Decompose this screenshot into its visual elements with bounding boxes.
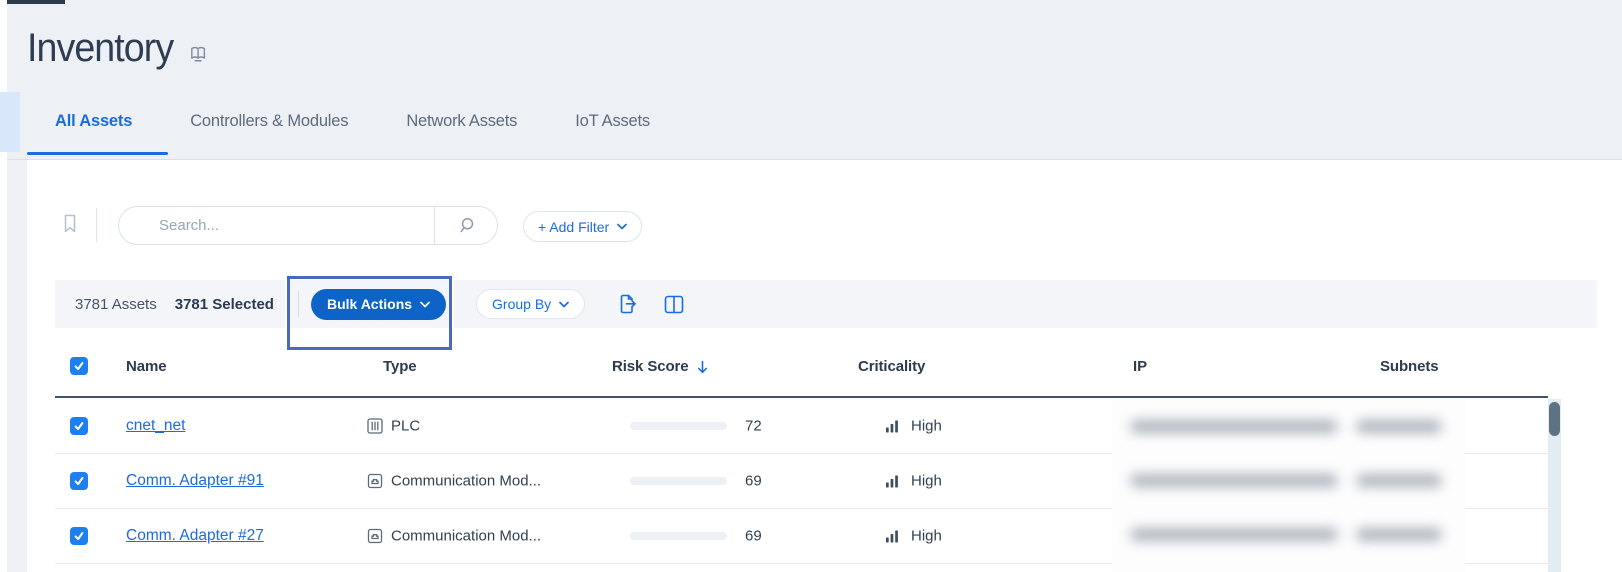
search-box — [118, 206, 498, 245]
redacted-ip — [1130, 420, 1338, 433]
group-by-button[interactable]: Group By — [476, 289, 586, 319]
asset-type: Communication Mod... — [391, 527, 542, 545]
magnifier-icon — [457, 216, 476, 235]
top-band — [7, 0, 1622, 160]
chevron-down-icon — [617, 223, 628, 230]
tab-bar: All Assets Controllers & Modules Network… — [55, 112, 650, 131]
risk-score-value: 72 — [745, 417, 762, 435]
redacted-columns-overlay — [1112, 399, 1465, 572]
row-checkbox[interactable] — [70, 472, 88, 490]
select-all-checkbox[interactable] — [70, 357, 88, 375]
asset-type: PLC — [391, 417, 421, 435]
page-title-text: Inventory — [27, 26, 174, 70]
tab-controllers-modules[interactable]: Controllers & Modules — [190, 112, 349, 130]
export-file-icon — [617, 293, 638, 315]
plc-icon — [366, 417, 384, 435]
criticality-value: High — [911, 527, 942, 545]
redacted-subnets — [1356, 420, 1442, 433]
comm-module-icon — [366, 472, 384, 490]
table-header: Name Type Risk Score Criticality IP Subn… — [55, 337, 1548, 398]
column-header-criticality[interactable]: Criticality — [858, 358, 926, 375]
risk-score-bar — [630, 477, 727, 485]
selected-count: 3781 Selected — [174, 295, 274, 313]
export-button[interactable] — [617, 293, 638, 315]
search-input[interactable] — [119, 207, 434, 244]
chevron-down-icon — [559, 301, 570, 308]
criticality-bars-icon — [885, 528, 900, 544]
row-checkbox[interactable] — [70, 417, 88, 435]
divider — [297, 291, 299, 317]
redacted-subnets — [1356, 474, 1442, 487]
vertical-scrollbar-track[interactable] — [1548, 399, 1561, 572]
bulk-actions-label: Bulk Actions — [326, 296, 413, 312]
asset-name-link[interactable]: Comm. Adapter #91 — [126, 472, 264, 489]
asset-type: Communication Mod... — [391, 472, 542, 490]
column-settings-button[interactable] — [664, 295, 684, 314]
left-rail — [7, 160, 27, 572]
add-filter-button[interactable]: + Add Filter — [523, 211, 643, 242]
saved-filters-button[interactable] — [58, 210, 82, 238]
vertical-scrollbar-thumb[interactable] — [1549, 402, 1560, 436]
asset-name-link[interactable]: cnet_net — [126, 417, 186, 434]
group-by-label: Group By — [492, 296, 552, 312]
assets-count: 3781 Assets — [75, 295, 157, 313]
criticality-value: High — [911, 417, 942, 435]
asset-name-link[interactable]: Comm. Adapter #27 — [126, 527, 264, 544]
comm-module-icon — [366, 527, 384, 545]
bookmark-icon — [61, 213, 79, 235]
search-submit-button[interactable] — [434, 207, 497, 244]
risk-score-bar — [630, 532, 727, 540]
page-title: Inventory — [27, 26, 208, 71]
tab-iot-assets[interactable]: IoT Assets — [575, 112, 650, 130]
column-header-name[interactable]: Name — [126, 358, 167, 375]
column-layout-icon — [664, 295, 684, 314]
tab-network-assets[interactable]: Network Assets — [406, 112, 518, 130]
redacted-subnets — [1356, 528, 1442, 541]
redacted-ip — [1130, 528, 1338, 541]
risk-score-value: 69 — [745, 472, 762, 490]
open-book-icon[interactable] — [187, 43, 208, 63]
tab-all-assets[interactable]: All Assets — [55, 112, 133, 130]
add-filter-label: + Add Filter — [538, 218, 610, 235]
column-header-subnets[interactable]: Subnets — [1380, 358, 1439, 375]
criticality-bars-icon — [885, 473, 900, 489]
column-header-ip[interactable]: IP — [1133, 358, 1147, 375]
column-header-risk-score[interactable]: Risk Score — [612, 358, 708, 375]
bulk-actions-button[interactable]: Bulk Actions — [310, 288, 447, 320]
redacted-ip — [1130, 474, 1338, 487]
criticality-bars-icon — [885, 418, 900, 434]
table-toolbar: 3781 Assets 3781 Selected Bulk Actions G… — [55, 280, 1597, 328]
column-header-type[interactable]: Type — [383, 358, 417, 375]
risk-score-value: 69 — [745, 527, 762, 545]
divider — [96, 208, 97, 242]
sort-descending-icon — [697, 360, 708, 374]
window-edge-artifact — [7, 0, 65, 4]
sidebar-active-accent — [0, 92, 20, 152]
criticality-value: High — [911, 472, 942, 490]
active-tab-underline — [27, 152, 168, 155]
chevron-down-icon — [420, 301, 430, 308]
row-checkbox[interactable] — [70, 527, 88, 545]
risk-score-bar — [630, 422, 727, 430]
